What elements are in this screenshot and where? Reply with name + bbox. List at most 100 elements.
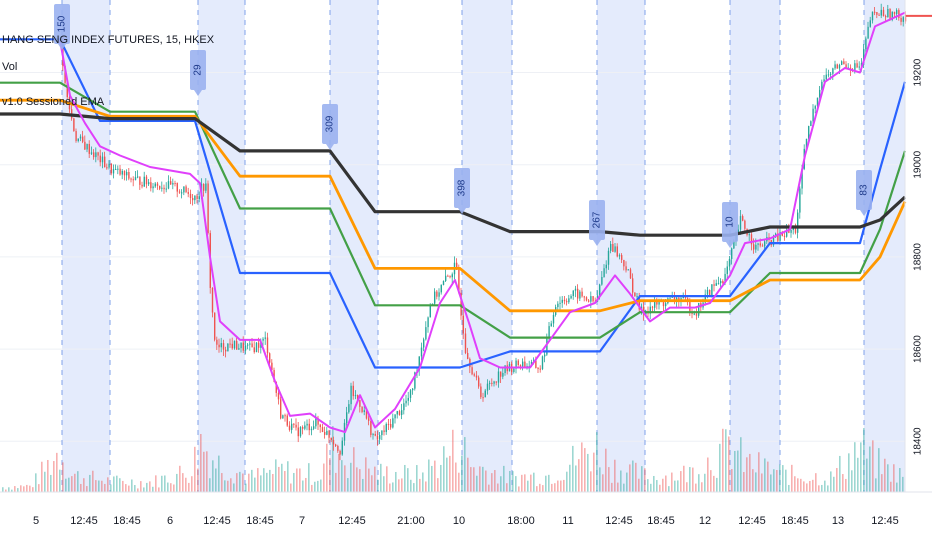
candle-body bbox=[603, 268, 605, 278]
volume-bar bbox=[257, 468, 259, 492]
candle-body bbox=[363, 410, 365, 412]
session-badge-bg bbox=[54, 4, 70, 44]
volume-bar bbox=[203, 451, 205, 492]
volume-bar bbox=[662, 478, 664, 492]
volume-bar bbox=[50, 474, 52, 492]
volume-bar bbox=[347, 478, 349, 492]
volume-bar bbox=[5, 489, 7, 492]
volume-bar bbox=[29, 485, 31, 492]
volume-bar bbox=[593, 452, 595, 492]
volume-bar bbox=[254, 477, 256, 492]
candle-body bbox=[819, 89, 821, 98]
candle-body bbox=[460, 292, 462, 316]
volume-bar bbox=[569, 464, 571, 492]
candle-body bbox=[717, 283, 720, 285]
candle-body bbox=[834, 64, 836, 69]
candle-body bbox=[123, 170, 126, 176]
volume-bar bbox=[332, 426, 334, 492]
candle-body bbox=[148, 182, 150, 185]
volume-bar bbox=[83, 478, 85, 492]
candle-body bbox=[515, 360, 517, 369]
candle-body bbox=[293, 423, 295, 425]
volume-bar bbox=[455, 462, 457, 492]
candle-body bbox=[601, 277, 603, 285]
candle-body bbox=[396, 411, 398, 415]
session-badge-pointer bbox=[860, 210, 868, 216]
volume-bar bbox=[251, 469, 253, 492]
candle-body bbox=[588, 300, 590, 302]
candle-body bbox=[449, 276, 451, 278]
volume-bar bbox=[188, 482, 190, 492]
volume-bar bbox=[509, 470, 511, 492]
ema-indicator-label[interactable]: v1.0 Sessioned EMA bbox=[2, 96, 105, 108]
volume-bar bbox=[446, 457, 448, 492]
volume-bar bbox=[236, 473, 238, 492]
candle-body bbox=[84, 141, 86, 150]
volume-bar bbox=[470, 467, 472, 492]
candle-body bbox=[326, 430, 328, 435]
candle-body bbox=[896, 10, 898, 14]
candle-body bbox=[618, 255, 621, 257]
x-axis[interactable]: 5 12:45 18:45 6 12:45 18:45 7 12:45 21:00 10 18:00… bbox=[33, 515, 899, 527]
candle-body bbox=[541, 356, 544, 370]
candle-body bbox=[863, 49, 865, 64]
volume-bar bbox=[791, 464, 793, 492]
candle-body bbox=[128, 172, 130, 179]
volume-bar bbox=[224, 480, 226, 492]
volume-bar bbox=[89, 474, 91, 492]
candle-body bbox=[561, 299, 563, 303]
candle-body bbox=[304, 425, 306, 429]
volume-bar bbox=[674, 480, 676, 492]
volume-bar bbox=[134, 485, 136, 492]
volume-bar bbox=[260, 475, 262, 492]
candle-body bbox=[225, 349, 227, 352]
y-axis[interactable]: 18400 18600 18800 19000 19200 bbox=[905, 14, 932, 455]
candle-body bbox=[733, 241, 735, 249]
candle-body bbox=[636, 296, 638, 298]
candle-body bbox=[220, 343, 222, 348]
volume-bar bbox=[803, 481, 805, 492]
session-badge: 150 bbox=[54, 4, 70, 50]
volume-bar bbox=[314, 481, 316, 492]
candle-body bbox=[302, 427, 304, 429]
candle-body bbox=[284, 415, 286, 417]
volume-indicator-label[interactable]: Vol bbox=[2, 61, 18, 73]
candle-body bbox=[557, 303, 559, 308]
volume-bar bbox=[248, 473, 250, 492]
candle-body bbox=[161, 187, 163, 189]
y-tick-label: 19000 bbox=[913, 150, 924, 178]
volume-bar bbox=[386, 466, 388, 492]
candle-body bbox=[572, 290, 574, 297]
volume-bar bbox=[866, 458, 868, 492]
candle-body bbox=[174, 183, 176, 185]
session-badge-bg bbox=[190, 50, 206, 90]
candle-body bbox=[792, 227, 794, 231]
candle-body bbox=[779, 232, 781, 241]
session-badge-label: 309 bbox=[325, 115, 336, 132]
candle-body bbox=[480, 386, 482, 398]
volume-bar bbox=[485, 470, 487, 492]
symbol-title[interactable]: HANG SENG INDEX FUTURES, 15, HKEX bbox=[2, 34, 215, 46]
volume-bar bbox=[74, 473, 76, 492]
candle-body bbox=[405, 400, 407, 404]
volume-bar bbox=[167, 482, 169, 492]
volume-bar bbox=[389, 483, 391, 492]
volume-bar bbox=[635, 462, 637, 492]
candle-body bbox=[106, 167, 108, 169]
volume-bar bbox=[323, 463, 325, 492]
x-tick-label: 7 bbox=[299, 515, 305, 527]
candle-body bbox=[794, 227, 797, 233]
ema-line bbox=[0, 81, 907, 339]
candle-body bbox=[361, 406, 363, 412]
candle-body bbox=[781, 232, 783, 236]
session-badges[interactable]: 150 29 309 398 267 10 83 bbox=[54, 4, 872, 248]
volume-bar bbox=[80, 483, 82, 492]
candle-body bbox=[130, 178, 132, 180]
candle-body bbox=[706, 289, 709, 295]
candle-body bbox=[335, 444, 337, 446]
candle-body bbox=[456, 262, 458, 270]
volume-bar bbox=[458, 472, 460, 492]
volume-bar bbox=[326, 443, 328, 492]
candle-body bbox=[467, 352, 469, 359]
